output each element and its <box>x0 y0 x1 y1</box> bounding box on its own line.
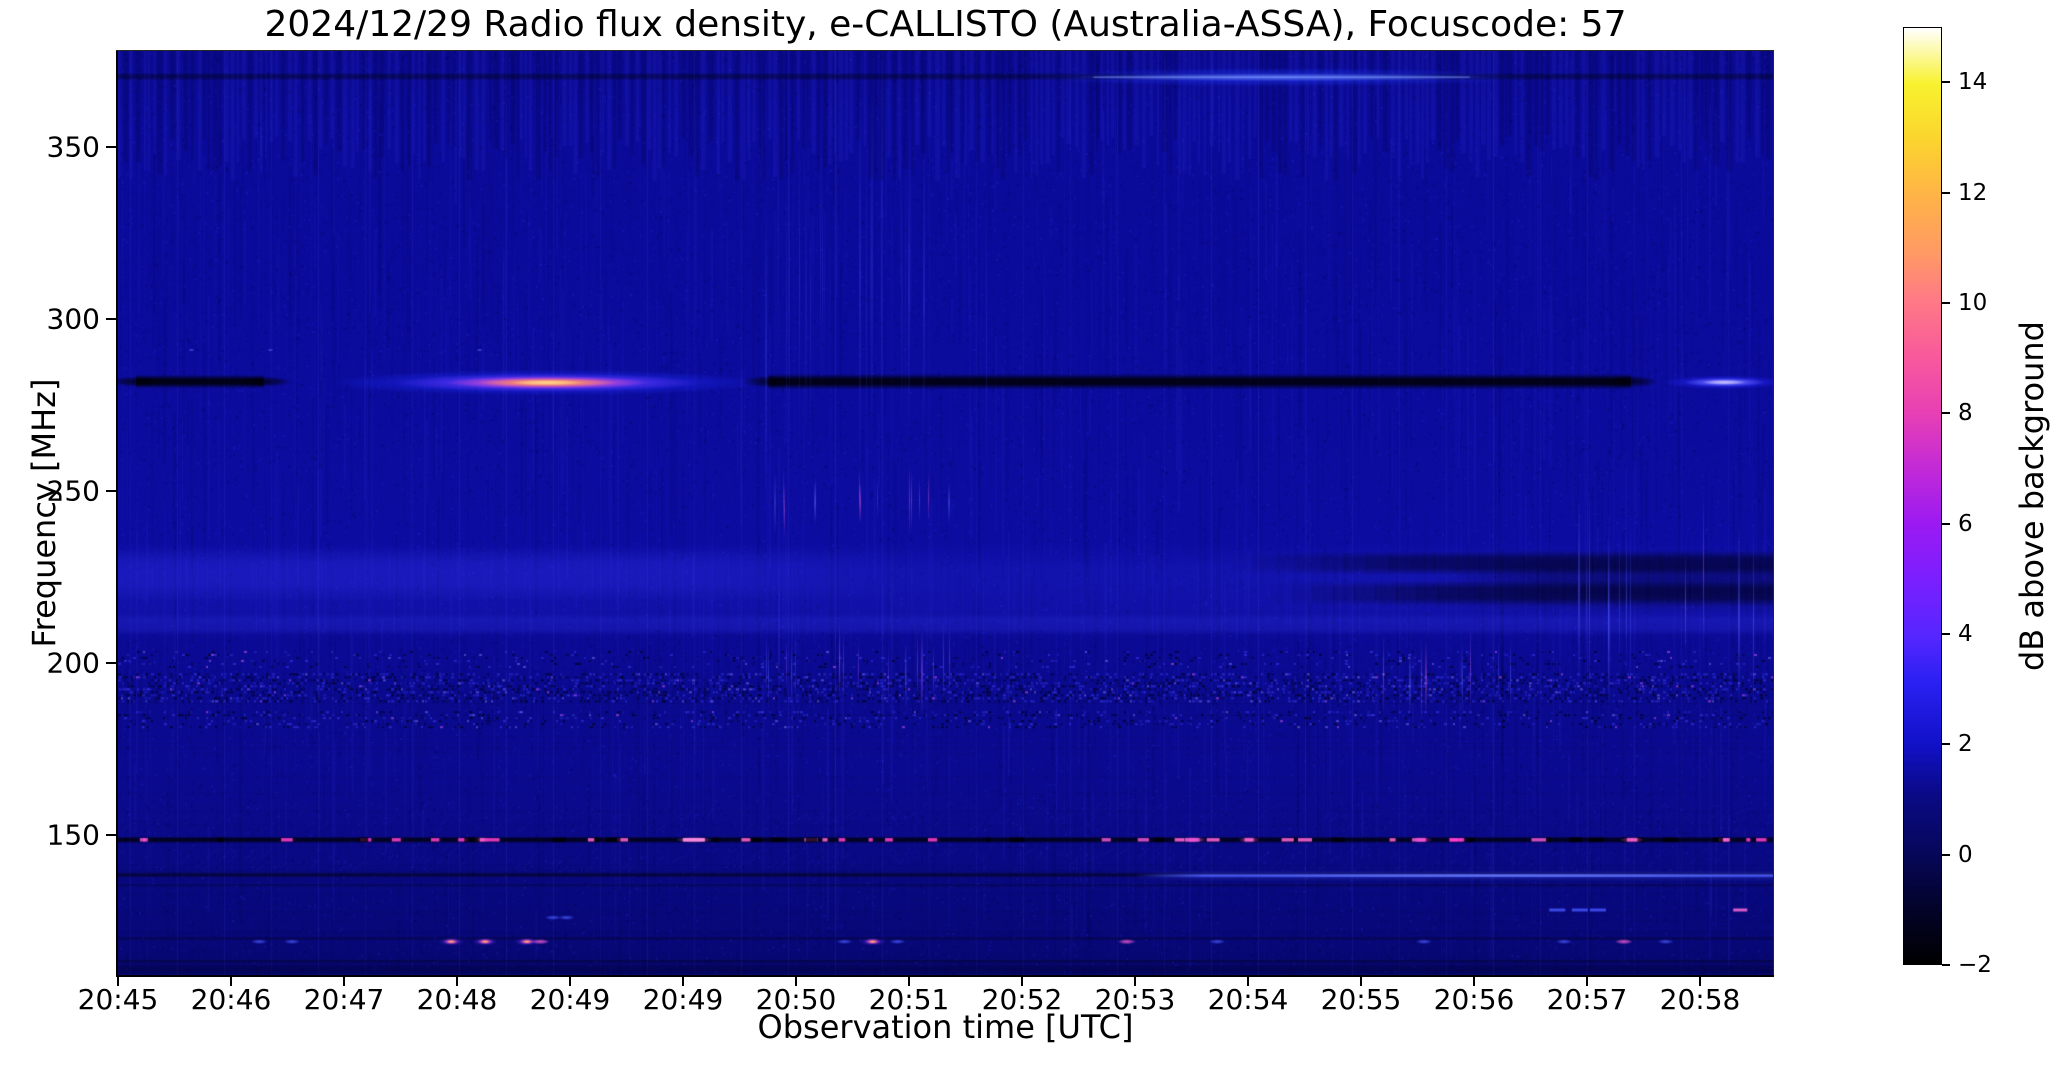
x-tick-label: 20:51 <box>868 983 950 1016</box>
colorbar-tick-mark <box>1942 522 1950 525</box>
x-tick-label: 20:50 <box>755 983 837 1016</box>
colorbar-tick-label: −2 <box>1958 952 1992 978</box>
spectrogram-image <box>118 51 1773 975</box>
right-axis-spine <box>1773 51 1774 976</box>
x-tick-mark <box>908 976 910 986</box>
x-tick-label: 20:56 <box>1433 983 1515 1016</box>
x-tick-mark <box>456 976 458 986</box>
top-axis-spine <box>116 50 1774 51</box>
y-tick-mark <box>106 146 117 148</box>
x-tick-mark <box>1021 976 1023 986</box>
x-tick-mark <box>682 976 684 986</box>
colorbar-tick-label: 10 <box>1958 289 1988 316</box>
colorbar-tick-mark <box>1942 412 1950 415</box>
colorbar-tick-mark <box>1942 632 1950 635</box>
colorbar-tick-mark <box>1942 81 1950 84</box>
y-tick-label: 300 <box>46 302 100 336</box>
y-tick-label: 250 <box>46 474 100 508</box>
colorbar-tick-label: 2 <box>1958 731 1973 758</box>
x-tick-label: 20:49 <box>642 983 724 1016</box>
colorbar-tick-label: 0 <box>1958 841 1973 868</box>
y-tick-label: 350 <box>46 130 100 164</box>
x-tick-label: 20:47 <box>303 983 385 1016</box>
colorbar-tick-label: 14 <box>1958 69 1988 96</box>
x-tick-label: 20:45 <box>77 983 159 1016</box>
x-tick-mark <box>1247 976 1249 986</box>
x-tick-label: 20:58 <box>1659 983 1741 1016</box>
bottom-axis-spine <box>116 975 1774 977</box>
colorbar-label: dB above background <box>2013 321 2051 671</box>
colorbar-tick-mark <box>1942 743 1950 746</box>
x-tick-mark <box>1134 976 1136 986</box>
x-tick-mark <box>230 976 232 986</box>
x-tick-mark <box>569 976 571 986</box>
colorbar-tick-label: 4 <box>1958 620 1973 647</box>
x-tick-label: 20:52 <box>981 983 1063 1016</box>
x-tick-mark <box>1586 976 1588 986</box>
chart-title: 2024/12/29 Radio flux density, e-CALLIST… <box>264 4 1627 45</box>
x-tick-label: 20:48 <box>416 983 498 1016</box>
x-tick-label: 20:57 <box>1546 983 1628 1016</box>
x-tick-label: 20:54 <box>1207 983 1289 1016</box>
y-tick-mark <box>106 318 117 320</box>
colorbar-tick-label: 6 <box>1958 510 1973 537</box>
y-axis-label: Frequency [MHz] <box>25 378 63 648</box>
x-tick-label: 20:53 <box>1094 983 1176 1016</box>
colorbar-tick-label: 8 <box>1958 400 1973 427</box>
x-tick-mark <box>1699 976 1701 986</box>
y-tick-mark <box>106 834 117 836</box>
x-tick-mark <box>343 976 345 986</box>
colorbar-tick-label: 12 <box>1958 179 1988 206</box>
y-tick-label: 150 <box>46 818 100 852</box>
x-tick-mark <box>795 976 797 986</box>
x-axis-label: Observation time [UTC] <box>757 1008 1134 1046</box>
x-tick-label: 20:46 <box>190 983 272 1016</box>
x-tick-label: 20:49 <box>529 983 611 1016</box>
colorbar-tick-mark <box>1942 191 1950 194</box>
y-tick-mark <box>106 662 117 664</box>
colorbar <box>1903 27 1942 965</box>
x-tick-mark <box>1473 976 1475 986</box>
colorbar-tick-mark <box>1942 964 1950 966</box>
x-tick-mark <box>1360 976 1362 986</box>
left-axis-spine <box>116 51 118 977</box>
x-tick-mark <box>117 976 119 986</box>
colorbar-tick-mark <box>1942 853 1950 856</box>
colorbar-tick-mark <box>1942 301 1950 304</box>
y-tick-label: 200 <box>46 646 100 680</box>
y-tick-mark <box>106 490 117 492</box>
x-tick-label: 20:55 <box>1320 983 1402 1016</box>
